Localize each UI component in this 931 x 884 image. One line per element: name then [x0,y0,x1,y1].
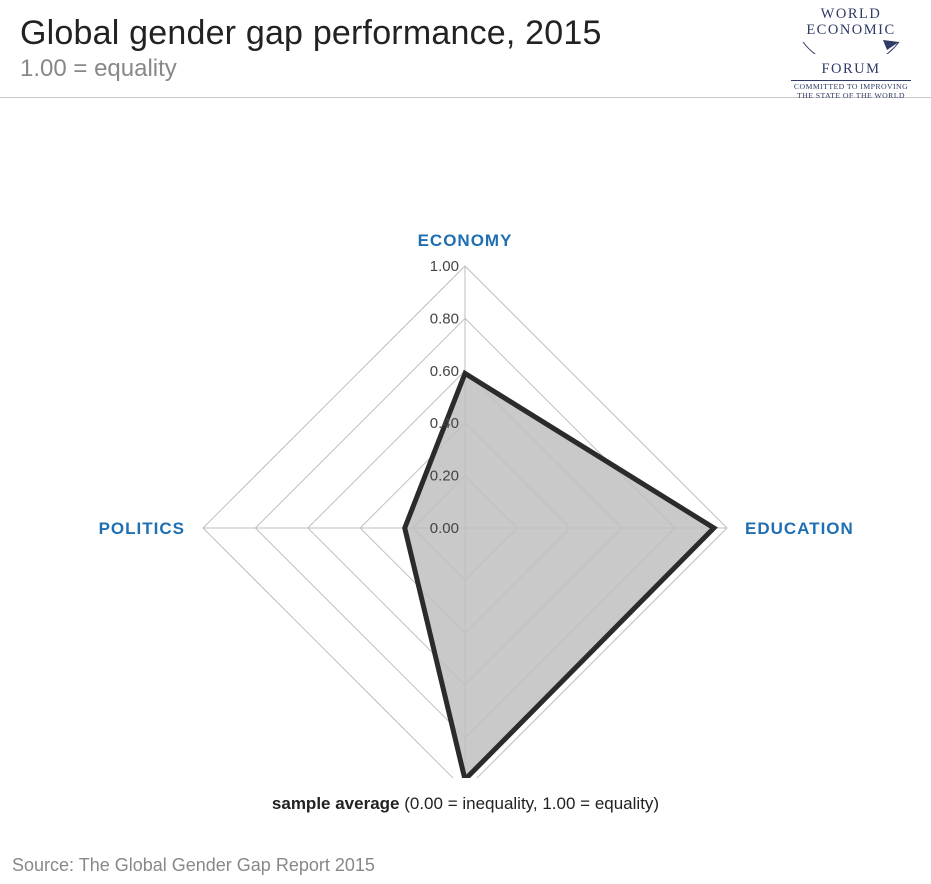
page: WORLD ECONOMIC FORUM COMMITTED TO IMPROV… [0,0,931,884]
tick-label: 0.40 [430,415,459,432]
source-text: Source: The Global Gender Gap Report 201… [12,855,375,876]
logo-line3: FORUM [791,61,911,77]
logo-tagline: COMMITTED TO IMPROVING THE STATE OF THE … [791,83,911,101]
page-subtitle: 1.00 = equality [20,55,911,83]
legend: sample average (0.00 = inequality, 1.00 … [0,794,931,814]
axis-label: EDUCATION [745,519,854,538]
chart-container: 0.00 0.20 0.40 0.60 0.80 1.00 ECONOMY EDUCATION… [0,98,931,778]
tick-label: 1.00 [430,258,459,275]
wef-logo: WORLD ECONOMIC FORUM COMMITTED TO IMPROV… [791,6,911,101]
logo-separator [791,80,911,81]
page-title: Global gender gap performance, 2015 [20,14,911,53]
logo-arc-icon [801,40,901,54]
legend-rest: (0.00 = inequality, 1.00 = equality) [400,794,660,813]
axis-label: POLITICS [99,519,185,538]
series-polygon [405,373,714,778]
logo-line1: WORLD [791,6,911,22]
tick-label: 0.20 [430,468,459,485]
legend-bold: sample average [272,794,400,813]
tick-label: 0.00 [430,520,459,537]
axis-label: ECONOMY [418,231,513,250]
radar-chart: 0.00 0.20 0.40 0.60 0.80 1.00 ECONOMY EDUCATION… [0,98,931,778]
tick-label: 0.60 [430,363,459,380]
tick-label: 0.80 [430,310,459,327]
logo-line2: ECONOMIC [791,22,911,38]
